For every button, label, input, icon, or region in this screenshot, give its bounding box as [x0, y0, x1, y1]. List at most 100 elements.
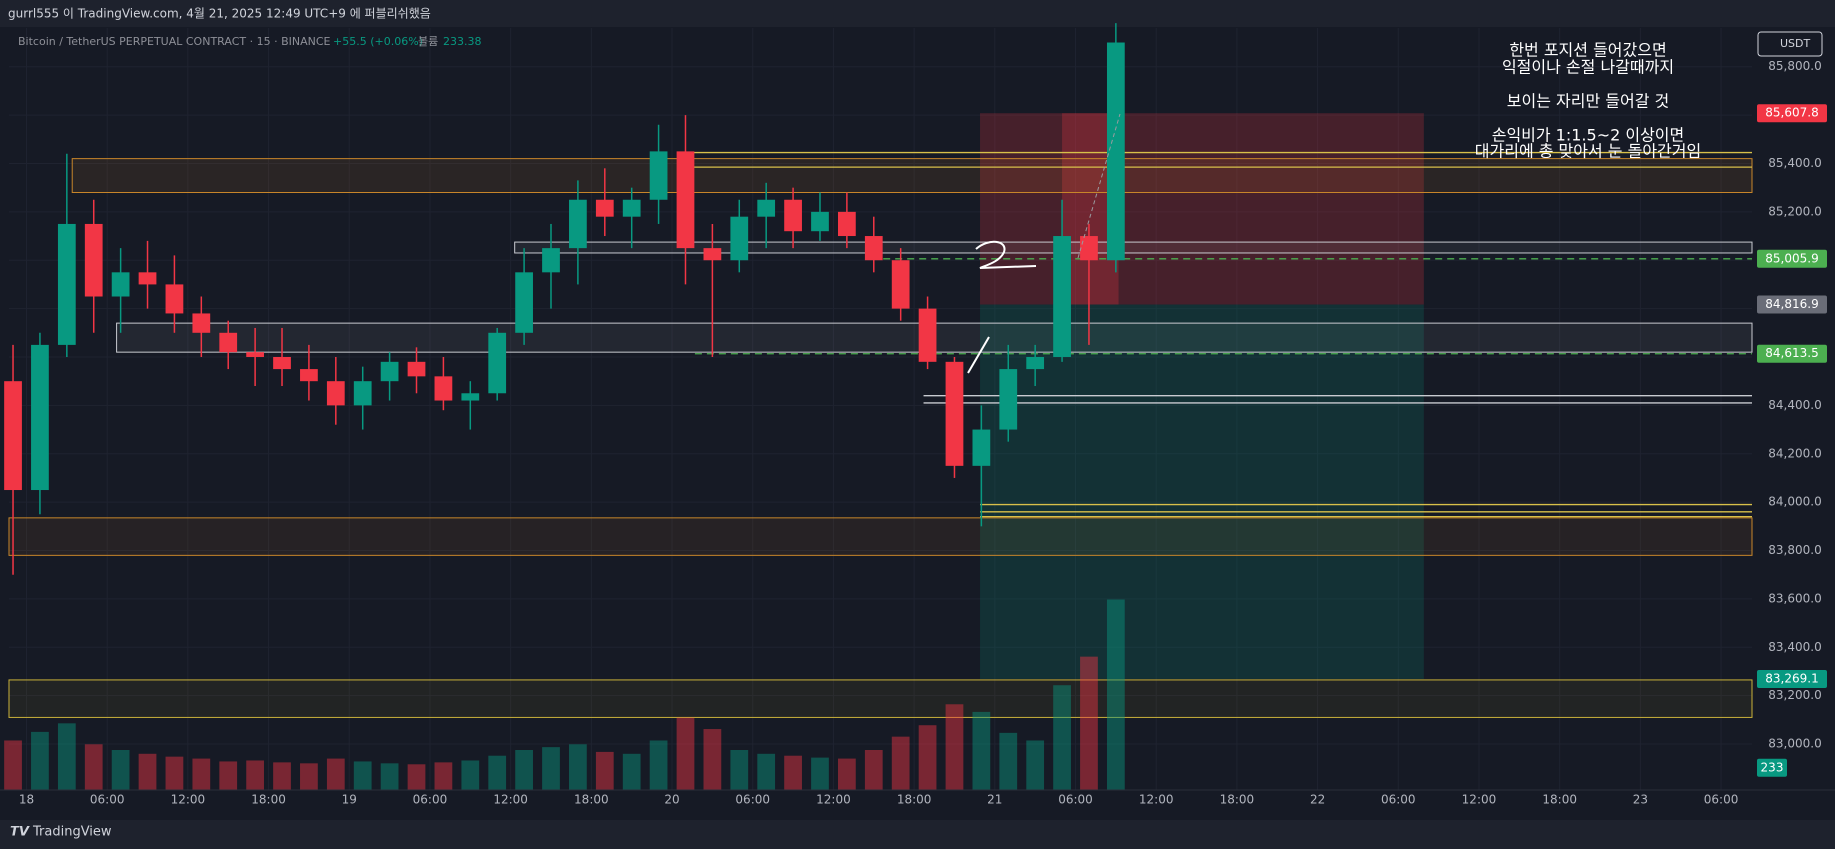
x-tick-label: 18:00 [574, 793, 609, 807]
volume-bar [622, 753, 641, 790]
candle-body [273, 356, 291, 370]
y-tick-label: 83,800.0 [1768, 543, 1821, 557]
zone [71, 158, 1753, 193]
price-axis [1755, 28, 1835, 790]
trend-arrow [1077, 113, 1121, 259]
annotation: 대가리에 총 맞아서 눈 돌아간거임 [1475, 142, 1701, 161]
y-tick-label: 85,200.0 [1768, 204, 1821, 218]
change: +55.5 (+0.06%) [333, 35, 423, 48]
price-tag-label: 83,269.1 [1765, 671, 1818, 685]
volume-bar [246, 760, 264, 790]
candle-body [138, 272, 157, 285]
candle-body [999, 369, 1018, 430]
handwritten-two [975, 240, 1037, 269]
volume-bar [1106, 599, 1125, 790]
volume-bar [4, 740, 22, 790]
x-tick-label: 06:00 [1381, 793, 1416, 807]
candle-body [838, 211, 856, 237]
volume-bar [676, 717, 695, 790]
y-tick-label: 83,600.0 [1768, 591, 1821, 605]
header: gurrl555 이 TradingView.com, 4월 21, 2025 … [8, 7, 431, 21]
x-tick-label: 19 [342, 793, 357, 807]
volume-bar [326, 758, 345, 790]
candle-body [434, 376, 453, 401]
x-tick-label: 22 [1310, 793, 1325, 807]
volume-bar [1053, 685, 1071, 790]
candle-body [1026, 356, 1045, 370]
price-tag-label: 85,005.9 [1765, 251, 1818, 265]
zone [514, 241, 1753, 254]
volume-bar [84, 744, 103, 790]
volume-bar [31, 731, 49, 790]
candle-body [784, 199, 802, 232]
candle-body [192, 313, 211, 333]
volume-bar [434, 762, 453, 790]
volume-bar [999, 732, 1018, 790]
zone [8, 517, 1753, 556]
annotation: 익절이나 손절 나갈때까지 [1502, 58, 1674, 77]
candle-body [891, 260, 910, 309]
zone [980, 304, 1424, 679]
candle-body [811, 211, 829, 232]
volume-bar [57, 723, 76, 790]
candle-body [542, 248, 560, 273]
candle-body [353, 381, 372, 406]
y-tick-label: 85,400.0 [1768, 156, 1821, 170]
candle-body [676, 151, 695, 249]
volume-bar [972, 711, 991, 790]
volume-bar [488, 755, 507, 790]
volume-bar [703, 729, 722, 790]
x-tick-label: 21 [987, 793, 1002, 807]
x-tick-label: 06:00 [1058, 793, 1093, 807]
x-tick-label: 12:00 [1139, 793, 1174, 807]
price-tag [1757, 669, 1827, 688]
candle-body [945, 361, 964, 466]
currency: USDT [1780, 37, 1811, 50]
x-tick-label: 06:00 [90, 793, 125, 807]
x-tick-label: 12:00 [816, 793, 851, 807]
handwritten-one [967, 336, 990, 374]
header-bar [0, 0, 1835, 27]
price-tag-label: 85,607.8 [1765, 106, 1818, 120]
volume-bar [945, 704, 964, 790]
candle-body [515, 272, 533, 333]
volume-bar [515, 749, 533, 790]
x-tick-label: 18:00 [1220, 793, 1255, 807]
volume-bar [111, 749, 130, 790]
x-tick-label: 20 [664, 793, 679, 807]
volume-bar [757, 753, 776, 790]
volume-bar [165, 756, 184, 790]
candle-body [649, 151, 668, 200]
price-tag-label: 84,816.9 [1765, 297, 1818, 311]
volume-bar [918, 725, 937, 790]
volume-bar [192, 758, 211, 790]
y-tick-label: 83,000.0 [1768, 737, 1821, 751]
candle-body [461, 393, 480, 401]
x-tick-label: 12:00 [1462, 793, 1497, 807]
volume-tag [1757, 758, 1787, 777]
volume-bar [300, 763, 318, 790]
candle-body [326, 381, 345, 406]
candle-body [1053, 236, 1071, 357]
candle-body [488, 332, 507, 394]
price-tag [1757, 104, 1827, 123]
candle-body [622, 199, 641, 217]
x-tick-label: 18:00 [251, 793, 286, 807]
x-tick-label: 23 [1633, 793, 1648, 807]
candle-body [57, 223, 76, 345]
currency-box[interactable] [1757, 31, 1823, 57]
y-tick-label: 84,400.0 [1768, 398, 1821, 412]
annotation: 보이는 자리만 들어갈 것 [1507, 92, 1669, 111]
volume-bar [219, 761, 238, 790]
volume-bar [1026, 740, 1045, 790]
candle-body [918, 308, 937, 362]
volume-bar [730, 749, 749, 790]
volume-bar [595, 751, 614, 790]
zone [980, 113, 1424, 305]
volume-bar [864, 749, 883, 790]
x-tick-label: 18:00 [1542, 793, 1577, 807]
volume-tag-label: 233 [1761, 760, 1784, 774]
candle-body [595, 199, 614, 217]
y-tick-label: 84,000.0 [1768, 495, 1821, 509]
